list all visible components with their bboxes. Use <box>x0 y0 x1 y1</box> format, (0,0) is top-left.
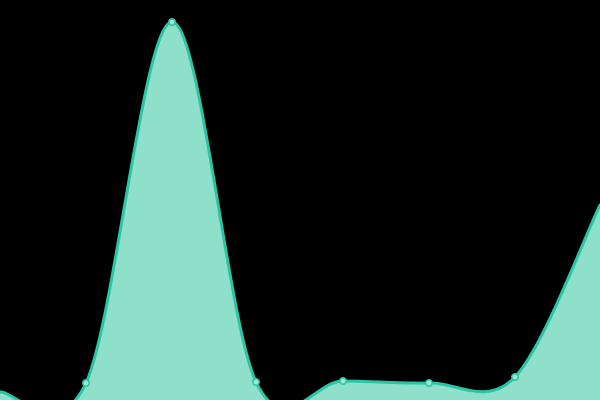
data-point-marker[interactable] <box>510 372 519 381</box>
data-point-markers <box>82 17 519 387</box>
data-point-marker[interactable] <box>82 378 91 387</box>
data-point-marker[interactable] <box>338 376 347 385</box>
data-point-marker[interactable] <box>424 378 433 387</box>
data-point-marker[interactable] <box>168 17 177 26</box>
area-fill-path <box>0 22 600 400</box>
series-line-path <box>0 20 600 400</box>
data-point-marker[interactable] <box>252 377 261 386</box>
